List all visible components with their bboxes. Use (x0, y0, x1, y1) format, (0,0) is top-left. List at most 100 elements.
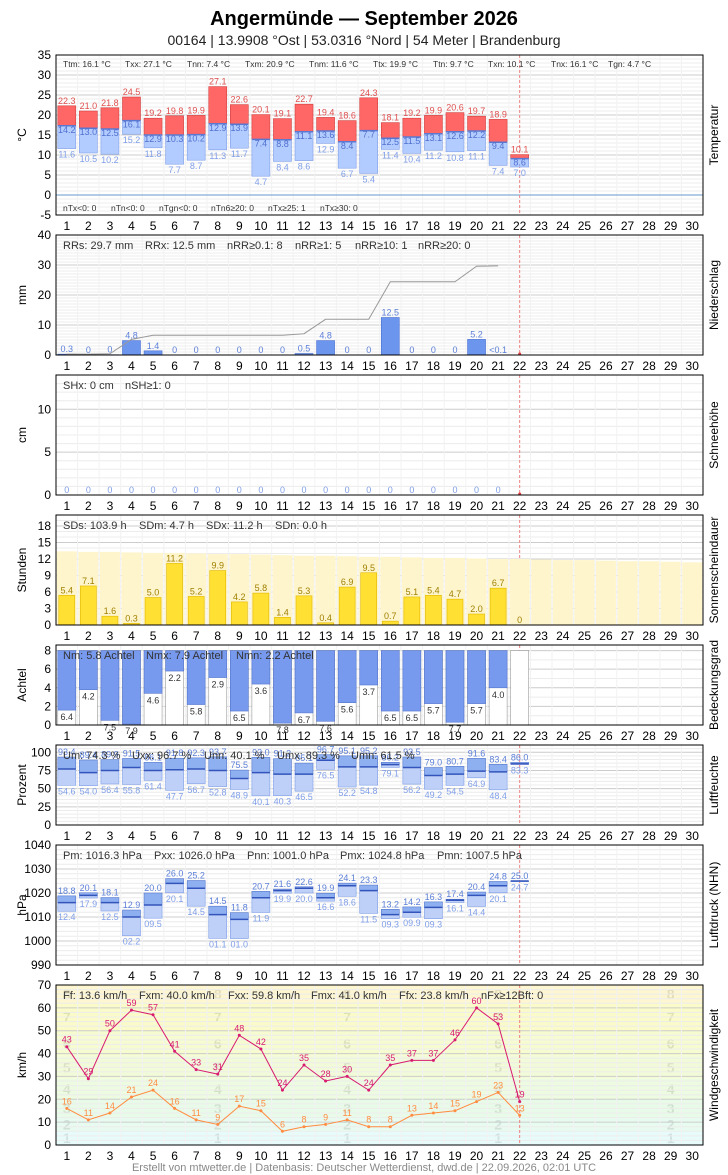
wind-mean-label: 16 (170, 1096, 180, 1106)
tmean-label: 8.6 (513, 158, 526, 168)
sun-label: 9.9 (211, 561, 224, 571)
beaufort-label: 4 (214, 1081, 222, 1097)
x-tick-label: 27 (621, 219, 635, 233)
cloud-bar (100, 650, 120, 721)
wind-mean-label: 6 (280, 1119, 285, 1129)
sun-bar (468, 613, 485, 626)
wind-mean-label: 23 (493, 1080, 503, 1090)
stat-text: SHx: 0 cm (63, 380, 114, 392)
snow-label: 0 (452, 485, 457, 495)
tmin-label: 8.4 (276, 162, 289, 172)
x-tick-label: 27 (621, 1149, 635, 1163)
snow-label: 0 (129, 485, 134, 495)
tmax-label: 10.1 (511, 145, 529, 155)
tmean-label: 11.5 (403, 136, 420, 146)
range-upper-bar (230, 912, 249, 920)
panel-frame (55, 234, 704, 356)
max-label: 22.6 (295, 877, 313, 887)
x-tick-label: 29 (664, 219, 678, 233)
chart-title: Angermünde — September 2026 (210, 8, 518, 30)
tmean-label: 12.9 (209, 123, 227, 133)
tmax-label: 19.2 (403, 108, 421, 118)
x-tick-label: 25 (578, 729, 592, 743)
range-upper-bar (380, 909, 400, 915)
y-tick-label: 35 (38, 48, 52, 62)
sun-bar (338, 586, 356, 626)
sun-label: 5.0 (147, 588, 160, 598)
precip-label: 1.4 (147, 341, 160, 351)
x-tick-label: 28 (642, 629, 656, 643)
sun-label: 5.4 (61, 585, 74, 595)
y-tick-label: 50 (38, 782, 52, 796)
x-tick-label: 20 (470, 499, 484, 513)
min-label: 54.6 (58, 786, 76, 796)
stat-text: Fxx: 59.8 km/h (228, 990, 300, 1002)
max-label: 25.0 (511, 871, 529, 881)
beaufort-label: 2 (343, 1116, 351, 1132)
x-tick-label: 29 (664, 729, 678, 743)
x-tick-label: 15 (362, 499, 376, 513)
sun-bar (274, 616, 291, 626)
range-lower-bar (230, 778, 249, 790)
precip-bar (122, 340, 141, 356)
wind-gust-point (216, 1072, 220, 1076)
x-tick-label: 1 (63, 499, 70, 513)
min-label: 79.1 (382, 768, 400, 778)
x-tick-label: 5 (150, 969, 157, 983)
x-tick-label: 21 (491, 219, 505, 233)
x-tick-label: 8 (214, 629, 221, 643)
x-tick-label: 10 (254, 969, 268, 983)
snow-label: 0 (388, 485, 393, 495)
x-tick-label: 23 (535, 629, 549, 643)
x-tick-label: 4 (128, 729, 135, 743)
range-lower-bar (57, 768, 77, 786)
range-lower-bar (337, 885, 357, 897)
y-tick-label: 9 (44, 569, 51, 583)
cloud-label: 7.5 (104, 722, 117, 732)
stat-text: Pxx: 1026.0 hPa (154, 850, 236, 862)
wind-mean-label: 15 (256, 1099, 266, 1109)
x-tick-label: 4 (128, 1149, 135, 1163)
stat-text: SDm: 4.7 h (139, 520, 194, 532)
stat-text: Umn: 61.5 % (351, 750, 415, 762)
max-label: 75.5 (231, 760, 249, 770)
y-tick-label: 0 (44, 818, 51, 832)
wind-gust-label: 24 (364, 1078, 374, 1088)
y-tick-label: 75 (38, 763, 52, 777)
possible-sun-bar (660, 561, 681, 625)
tmax-bar (230, 104, 249, 125)
precip-bar (467, 339, 486, 356)
y-tick-label: 40 (38, 228, 52, 242)
stat-text: Nm: 5.8 Achtel (63, 650, 135, 662)
tmean-label: 8.8 (276, 139, 289, 149)
x-tick-label: 8 (214, 219, 221, 233)
x-tick-label: 18 (427, 829, 441, 843)
cloud-bar (488, 650, 508, 689)
wind-gust-point (324, 1079, 328, 1083)
range-upper-bar (402, 906, 422, 913)
tmax-bar (208, 86, 228, 125)
tmean-label: 13.0 (80, 127, 98, 137)
y-tick-label: 0 (44, 1138, 51, 1152)
precip-bar (380, 317, 400, 356)
min-label: 20.0 (295, 894, 313, 904)
possible-sun-bar (617, 561, 638, 625)
x-tick-label: 28 (642, 1149, 656, 1163)
x-tick-label: 9 (236, 499, 243, 513)
x-tick-label: 24 (556, 629, 570, 643)
beaufort-label: 4 (494, 1081, 502, 1097)
wind-gust-point (129, 1008, 133, 1012)
panel-frame (55, 844, 704, 966)
precip-label: 0.3 (61, 344, 74, 354)
x-tick-label: 6 (171, 1149, 178, 1163)
cloud-bar (230, 650, 249, 712)
cloud-label: 6.5 (384, 713, 397, 723)
min-label: 24.7 (511, 883, 529, 893)
chart-subtitle: 00164 | 13.9908 °Ost | 53.0316 °Nord | 5… (167, 32, 560, 48)
max-label: 85.1 (295, 753, 313, 763)
x-tick-label: 19 (448, 219, 462, 233)
wind-gust-label: 43 (62, 1035, 72, 1045)
x-tick-label: 26 (599, 219, 613, 233)
x-tick-label: 7 (193, 1149, 200, 1163)
x-tick-label: 11 (276, 359, 289, 373)
